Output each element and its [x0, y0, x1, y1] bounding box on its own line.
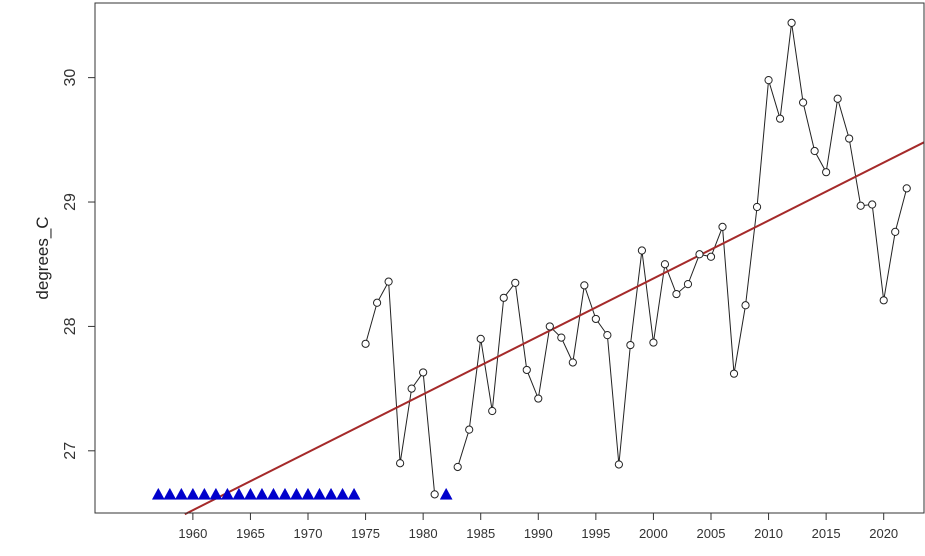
- data-point: [568, 358, 577, 367]
- x-tick-label: 1965: [236, 526, 265, 541]
- data-point: [488, 406, 497, 416]
- data-point: [649, 338, 658, 347]
- data-point: [614, 460, 623, 469]
- data-point: [511, 278, 520, 287]
- data-point: [833, 94, 842, 103]
- data-point: [396, 459, 405, 468]
- x-tick-label: 1975: [351, 526, 380, 541]
- x-tick-label: 2015: [812, 526, 841, 541]
- data-point: [856, 201, 865, 210]
- triangle-marker: [244, 487, 257, 500]
- data-point: [522, 365, 531, 375]
- data-point: [534, 394, 543, 403]
- x-axis: 1960 1965 1970 1975 1980 1985 1990 1995 2000 2005…: [178, 513, 898, 541]
- x-tick-label: 1985: [466, 526, 495, 541]
- data-point: [672, 289, 681, 299]
- triangle-marker: [324, 487, 338, 500]
- data-point: [764, 76, 773, 85]
- data-point: [603, 331, 612, 340]
- data-point: [660, 260, 670, 269]
- triangle-marker: [197, 487, 211, 500]
- data-point: [822, 168, 831, 177]
- triangle-marker: [209, 487, 223, 500]
- data-point: [499, 293, 508, 302]
- data-point: [591, 314, 600, 324]
- data-point: [752, 202, 762, 212]
- triangle-marker: [267, 487, 280, 500]
- data-point: [361, 339, 370, 348]
- data-point: [384, 277, 393, 286]
- y-axis: 27 28 29 30: [62, 69, 95, 460]
- data-point: [557, 333, 566, 342]
- data-point: [799, 98, 808, 107]
- x-tick-label: 1980: [409, 526, 438, 541]
- triangle-marker: [301, 487, 315, 500]
- plot-frame: [94, 2, 925, 514]
- triangle-marker: [151, 487, 165, 500]
- data-point: [810, 146, 819, 156]
- data-point: [741, 301, 750, 310]
- triangle-marker: [186, 487, 200, 500]
- x-tick-label: 1990: [524, 526, 553, 541]
- x-tick-label: 2010: [754, 526, 783, 541]
- triangle-marker: [347, 487, 361, 500]
- x-tick-label: 2005: [697, 526, 726, 541]
- x-tick-label: 2020: [869, 526, 898, 541]
- data-point: [637, 246, 647, 255]
- x-tick-label: 1995: [581, 526, 610, 541]
- data-point: [407, 384, 416, 393]
- triangle-marker: [313, 487, 326, 500]
- data-point: [718, 222, 727, 232]
- y-tick-label: 30: [62, 69, 79, 87]
- data-point: [787, 18, 796, 28]
- data-point: [419, 368, 428, 377]
- data-point: [879, 296, 888, 305]
- x-tick-label: 1970: [294, 526, 323, 541]
- triangle-marker: [439, 487, 453, 500]
- triangle-marker: [290, 487, 303, 500]
- triangle-marker: [232, 487, 246, 500]
- data-point: [891, 227, 900, 236]
- x-tick-label: 2000: [639, 526, 668, 541]
- plot-area: [151, 18, 925, 516]
- data-point: [626, 340, 635, 350]
- data-point: [545, 322, 554, 331]
- triangle-marker: [278, 487, 292, 500]
- triangle-marker: [336, 487, 349, 500]
- data-point: [430, 490, 439, 499]
- data-point: [845, 134, 854, 143]
- data-point: [902, 184, 911, 193]
- y-tick-label: 27: [62, 442, 79, 460]
- data-point: [372, 298, 382, 307]
- data-point: [465, 425, 474, 434]
- triangle-marker: [163, 487, 177, 500]
- y-tick-label: 28: [62, 317, 79, 335]
- data-point: [453, 462, 462, 472]
- x-tick-label: 1960: [178, 526, 207, 541]
- temperature-line: [365, 22, 908, 495]
- data-point: [706, 252, 716, 261]
- data-point: [683, 280, 693, 289]
- data-point: [580, 281, 589, 290]
- data-point: [868, 200, 877, 209]
- triangle-marker: [255, 487, 269, 500]
- data-point: [775, 114, 785, 123]
- triangle-marker: [174, 487, 188, 500]
- y-tick-label: 29: [62, 193, 79, 211]
- data-point: [476, 334, 485, 343]
- y-axis-title: degrees_C: [33, 216, 52, 299]
- data-point: [695, 250, 704, 259]
- triangle-marker: [220, 487, 234, 500]
- trend-line: [184, 141, 925, 516]
- data-point: [729, 369, 739, 378]
